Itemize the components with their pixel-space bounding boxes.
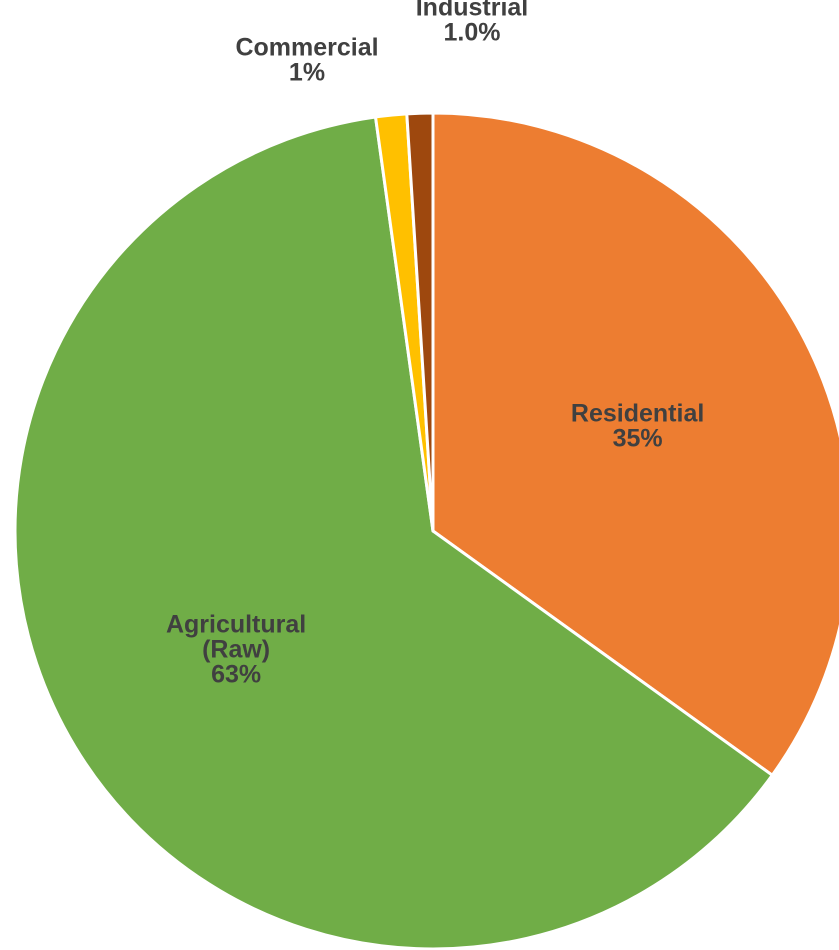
data-label-commercial: Commercial 1%	[235, 34, 378, 87]
pie-slice-industrial	[405, 111, 435, 533]
data-label-percent: 1%	[289, 59, 325, 87]
data-label-category: Commercial	[235, 34, 378, 62]
data-label-percent: 1.0%	[444, 19, 501, 47]
data-label-category: Industrial	[416, 0, 529, 22]
pie-slices	[13, 111, 839, 950]
pie-slice-agricultural-raw	[13, 115, 774, 950]
data-label-industrial: Industrial 1.0%	[416, 0, 529, 47]
data-label-percent: 63%	[211, 661, 261, 689]
pie-slice-residential	[431, 111, 839, 777]
data-label-percent: 35%	[613, 425, 663, 453]
data-label-category: Agricultural	[166, 611, 306, 639]
data-label-category: Residential	[571, 400, 704, 428]
pie-data-labels: Residential 35% Agricultural (Raw) 63% Commer…	[166, 0, 704, 689]
data-label-category: (Raw)	[202, 636, 270, 664]
data-label-agricultural-raw: Agricultural (Raw) 63%	[166, 611, 306, 689]
data-label-residential: Residential 35%	[571, 400, 704, 453]
